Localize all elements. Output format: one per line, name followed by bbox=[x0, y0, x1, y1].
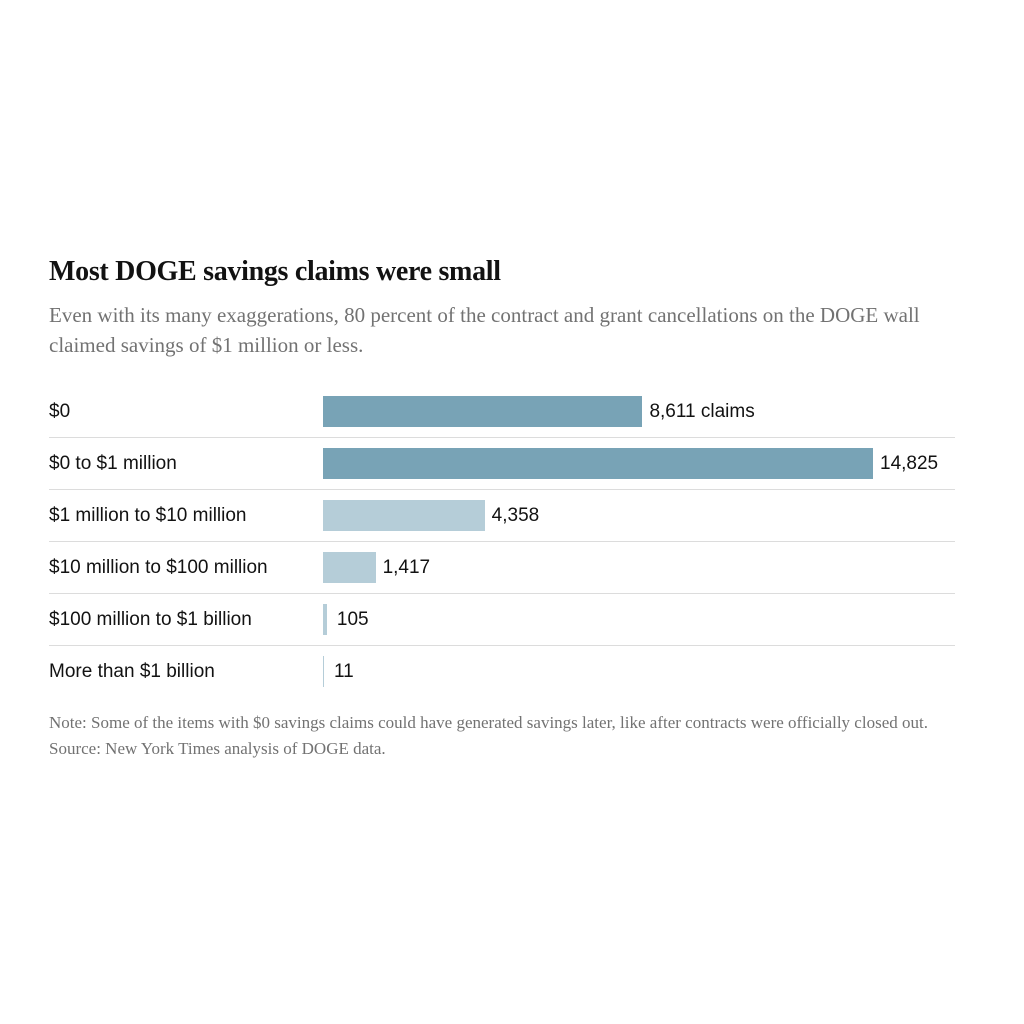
bar bbox=[323, 500, 485, 531]
bar bbox=[323, 448, 873, 479]
chart-subtitle: Even with its many exaggerations, 80 per… bbox=[49, 303, 920, 357]
category-label: $100 million to $1 billion bbox=[49, 609, 252, 630]
category-label: $10 million to $100 million bbox=[49, 557, 268, 578]
bar bbox=[323, 552, 376, 583]
bar bbox=[323, 604, 327, 635]
bar-row: $0 to $1 million 14,825 bbox=[49, 438, 955, 490]
value-label: 8,611 claims bbox=[649, 401, 755, 422]
bar-row: $10 million to $100 million 1,417 bbox=[49, 542, 955, 594]
value-label: 14,825 bbox=[880, 453, 939, 474]
category-label: $1 million to $10 million bbox=[49, 505, 247, 526]
bar-row: $0 8,611 claims bbox=[49, 386, 955, 438]
bar bbox=[323, 396, 643, 427]
bar-row: $100 million to $1 billion 105 bbox=[49, 594, 955, 646]
value-label: 105 bbox=[336, 609, 369, 630]
bar-row: More than $1 billion 11 bbox=[49, 646, 955, 697]
bar-row: $1 million to $10 million 4,358 bbox=[49, 490, 955, 542]
chart-title: Most DOGE savings claims were small bbox=[49, 256, 501, 287]
bar-chart: $0 8,611 claims $0 to $1 million 14,825 $1 m… bbox=[49, 386, 955, 697]
category-label: $0 bbox=[49, 401, 71, 422]
bar bbox=[323, 656, 324, 687]
value-label: 4,358 bbox=[491, 505, 540, 526]
chart-note: Note: Some of the items with $0 savings … bbox=[49, 713, 928, 758]
value-label: 11 bbox=[334, 661, 354, 682]
value-label: 1,417 bbox=[382, 557, 431, 578]
category-label: $0 to $1 million bbox=[49, 453, 177, 474]
category-label: More than $1 billion bbox=[49, 661, 215, 682]
